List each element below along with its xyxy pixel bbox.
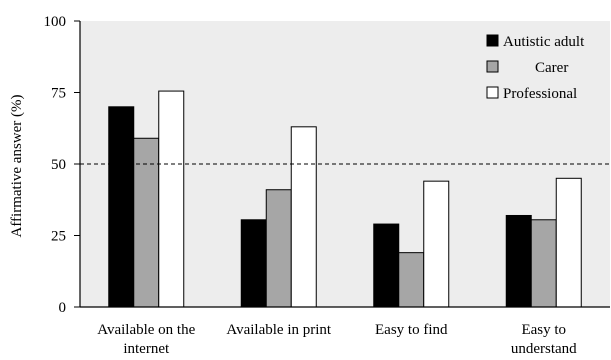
category-label: internet (123, 341, 170, 357)
category-label: Easy to (521, 322, 566, 338)
bar-carer (530, 219, 557, 308)
legend-label: Professional (503, 86, 577, 102)
bar-professional (290, 126, 317, 308)
bar-autistic-adult (505, 214, 532, 308)
bar-carer (265, 189, 292, 308)
y-tick-label: 75 (51, 86, 66, 102)
y-tick-label: 25 (51, 229, 66, 245)
category-label: Available in print (226, 322, 332, 338)
axes (79, 21, 610, 308)
y-tick-label: 100 (44, 14, 67, 30)
bar-autistic-adult (373, 223, 400, 308)
legend-swatch (486, 60, 499, 73)
x-axis-categories: Available on the internet Available in pri… (97, 322, 577, 357)
bar-professional (555, 177, 582, 308)
bar-professional (158, 90, 185, 308)
legend-swatch (486, 34, 499, 47)
legend-label: Autistic adult (503, 34, 585, 50)
legend-swatch (486, 86, 499, 99)
bars (108, 90, 582, 308)
legend-label: Carer (535, 60, 568, 76)
bar-autistic-adult (108, 106, 135, 308)
y-tick-label: 0 (59, 300, 67, 316)
legend: Autistic adult Carer Professional (486, 34, 585, 102)
category-label: Available on the (97, 322, 195, 338)
category-label: Easy to find (375, 322, 448, 338)
bar-professional (423, 180, 450, 308)
y-axis-title: Affirmative answer (%) (9, 94, 25, 237)
category-label: understand (511, 341, 577, 357)
bar-autistic-adult (240, 219, 267, 308)
y-axis-ticks: 0 25 50 75 100 (44, 14, 80, 316)
bar-carer (398, 252, 425, 308)
y-tick-label: 50 (51, 157, 66, 173)
